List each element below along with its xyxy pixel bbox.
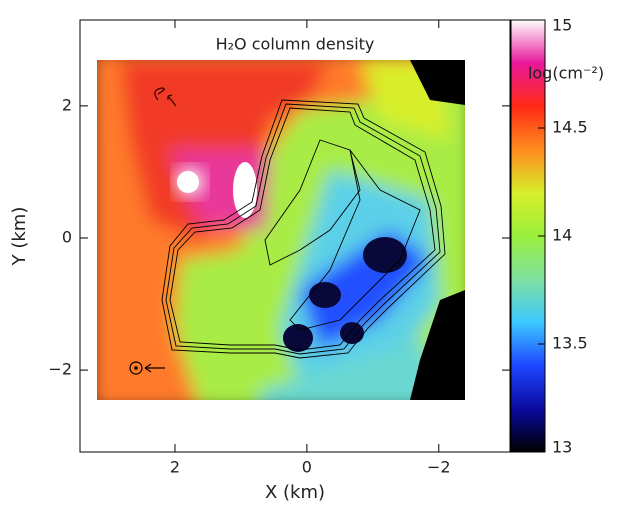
- y-tick-label: 0: [62, 227, 72, 246]
- colorbar-tick-label: 13.5: [552, 334, 588, 353]
- colorbar-label: log(cm⁻²): [528, 64, 604, 83]
- y-tick-label: 2: [62, 95, 72, 114]
- chart-title: H₂O column density: [216, 35, 375, 54]
- y-tick-label: −2: [48, 360, 72, 379]
- x-tick-label: −2: [427, 458, 451, 477]
- colorbar-tick-label: 15: [552, 16, 572, 35]
- x-tick-label: 0: [302, 458, 312, 477]
- colorbar-tick-label: 13: [552, 438, 572, 457]
- x-tick-label: 2: [170, 458, 180, 477]
- plot-frame: [79, 19, 511, 453]
- y-axis-label: Y (km): [9, 207, 30, 267]
- colorbar-tick-label: 14.5: [552, 118, 588, 137]
- colorbar-tick-label: 14: [552, 226, 572, 245]
- x-axis-label: X (km): [265, 482, 325, 503]
- heatmap-image: [97, 60, 465, 400]
